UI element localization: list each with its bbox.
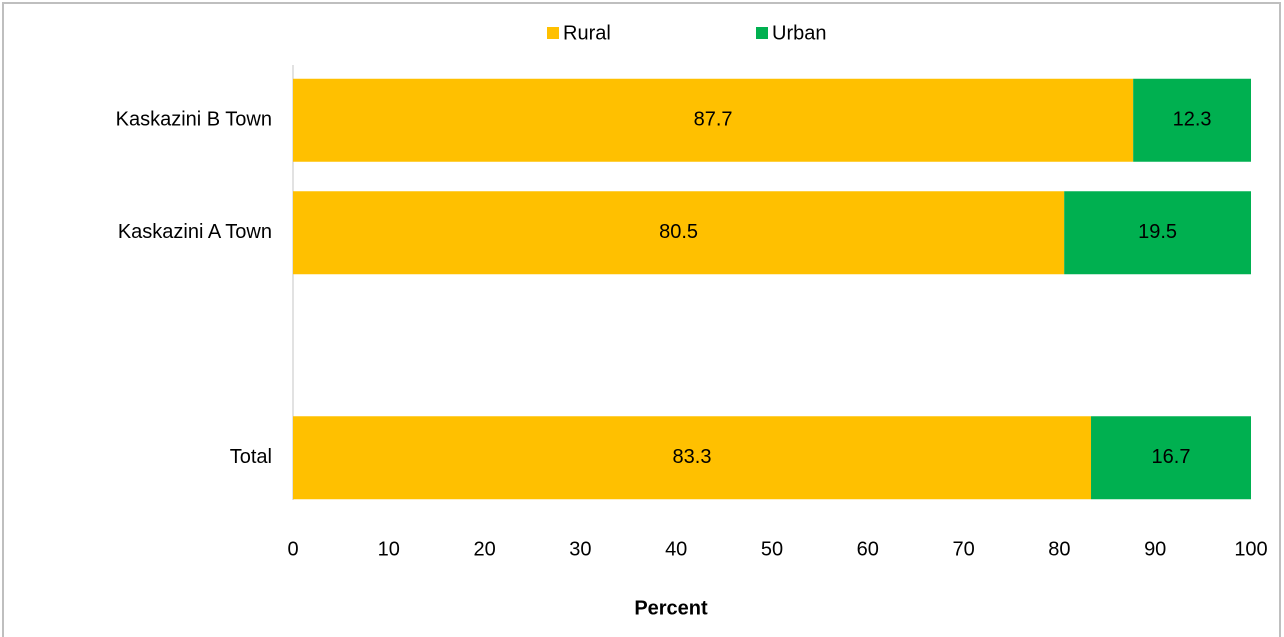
x-tick-label: 50: [761, 538, 783, 560]
legend-label: Rural: [563, 22, 611, 44]
x-tick-label: 10: [378, 538, 400, 560]
bar: [293, 78, 1134, 162]
y-tick-label: Kaskazini A Town: [118, 221, 272, 243]
x-tick-label: 40: [665, 538, 687, 560]
x-tick-label: 90: [1144, 538, 1166, 560]
legend-swatch: [756, 27, 768, 39]
legend-swatch: [547, 27, 559, 39]
y-tick-label: Kaskazini B Town: [116, 109, 272, 131]
legend-label: Urban: [772, 22, 826, 44]
x-axis-label: Percent: [634, 597, 708, 619]
y-tick-label: Total: [230, 446, 272, 468]
x-tick-label: 70: [952, 538, 974, 560]
bar: [1064, 191, 1251, 275]
data-label: 19.5: [1138, 221, 1177, 243]
x-tick-label: 0: [287, 538, 298, 560]
data-label: 16.7: [1152, 446, 1191, 468]
x-tick-label: 80: [1048, 538, 1070, 560]
data-label: 80.5: [659, 221, 698, 243]
bar: [293, 416, 1092, 500]
bar: [1091, 416, 1251, 500]
data-label: 83.3: [673, 446, 712, 468]
x-tick-label: 20: [473, 538, 495, 560]
bar: [293, 191, 1065, 275]
data-label: 12.3: [1173, 109, 1212, 131]
x-tick-label: 60: [857, 538, 879, 560]
x-tick-label: 100: [1234, 538, 1267, 560]
data-label: 87.7: [694, 109, 733, 131]
bar: [1133, 78, 1251, 162]
x-tick-label: 30: [569, 538, 591, 560]
